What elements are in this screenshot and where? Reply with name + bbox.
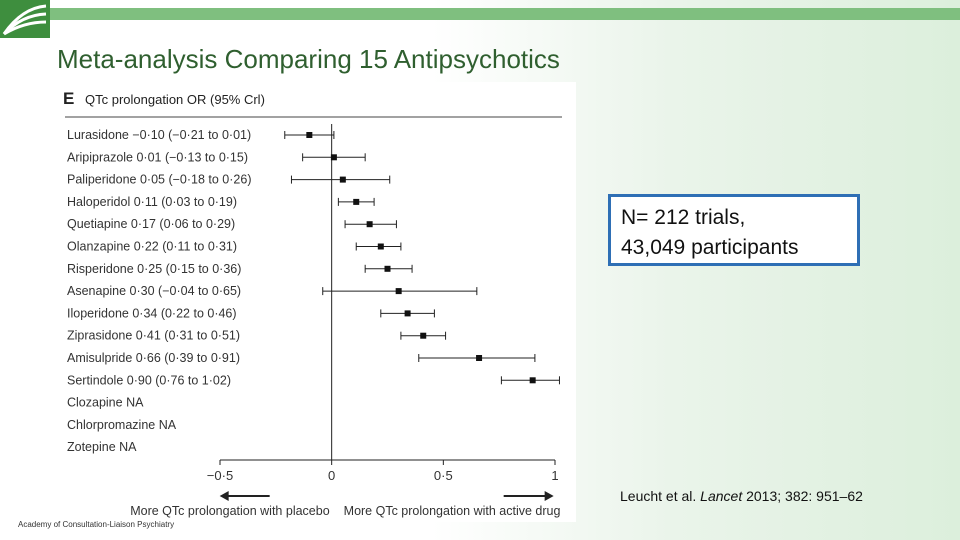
plot-header: QTc prolongation OR (95% Crl) bbox=[85, 92, 265, 107]
citation-details: 2013; 382: 951–62 bbox=[742, 488, 863, 504]
row-label: Sertindole 0·90 (0·76 to 1·02) bbox=[67, 373, 231, 387]
footer-organization: Academy of Consultation-Liaison Psychiat… bbox=[18, 520, 175, 529]
trials-count: N= 212 trials, bbox=[621, 206, 746, 229]
right-direction-label: More QTc prolongation with active drug bbox=[344, 504, 561, 518]
participants-count: 43,049 participants bbox=[621, 236, 799, 259]
left-direction-label: More QTc prolongation with placebo bbox=[130, 504, 329, 518]
organization-logo-icon bbox=[2, 4, 47, 36]
point-estimate bbox=[377, 243, 384, 250]
row-label: Chlorpromazine NA bbox=[67, 418, 177, 432]
row-label: Ziprasidone 0·41 (0·31 to 0·51) bbox=[67, 329, 240, 343]
header-accent-bar bbox=[50, 8, 960, 20]
row-label: Olanzapine 0·22 (0·11 to 0·31) bbox=[67, 240, 237, 254]
row-label: Quetiapine 0·17 (0·06 to 0·29) bbox=[67, 217, 235, 231]
row-label: Zotepine NA bbox=[67, 440, 137, 454]
citation: Leucht et al. Lancet 2013; 382: 951–62 bbox=[620, 488, 863, 504]
point-estimate bbox=[395, 288, 402, 295]
point-estimate bbox=[529, 377, 536, 384]
row-label: Clozapine NA bbox=[67, 396, 144, 410]
row-label: Paliperidone 0·05 (−0·18 to 0·26) bbox=[67, 173, 252, 187]
point-estimate bbox=[330, 154, 337, 161]
left-arrow-head bbox=[219, 491, 229, 501]
x-tick-label: 0·5 bbox=[434, 468, 453, 483]
point-estimate bbox=[384, 265, 391, 272]
x-tick-label: 0 bbox=[328, 468, 335, 483]
x-tick-label: 1 bbox=[551, 468, 558, 483]
row-label: Amisulpride 0·66 (0·39 to 0·91) bbox=[67, 351, 240, 365]
citation-authors: Leucht et al. bbox=[620, 488, 701, 504]
point-estimate bbox=[339, 176, 346, 183]
x-tick-label: −0·5 bbox=[207, 468, 233, 483]
row-label: Lurasidone −0·10 (−0·21 to 0·01) bbox=[67, 128, 251, 142]
panel-letter: E bbox=[63, 89, 74, 108]
row-label: Asenapine 0·30 (−0·04 to 0·65) bbox=[67, 284, 241, 298]
row-label: Risperidone 0·25 (0·15 to 0·36) bbox=[67, 262, 241, 276]
row-label: Haloperidol 0·11 (0·03 to 0·19) bbox=[67, 195, 237, 209]
point-estimate bbox=[404, 310, 411, 317]
forest-plot: E QTc prolongation OR (95% Crl) Lurasidone… bbox=[63, 89, 562, 518]
sample-size-box: N= 212 trials, 43,049 participants bbox=[608, 194, 860, 266]
forest-plot-panel: E QTc prolongation OR (95% Crl) Lurasidone… bbox=[57, 82, 576, 522]
point-estimate bbox=[366, 221, 373, 228]
point-estimate bbox=[420, 332, 427, 339]
point-estimate bbox=[306, 132, 313, 138]
point-estimate bbox=[476, 355, 483, 361]
row-label: Aripiprazole 0·01 (−0·13 to 0·15) bbox=[67, 150, 248, 164]
slide-title: Meta-analysis Comparing 15 Antipsychotic… bbox=[57, 44, 560, 74]
citation-journal: Lancet bbox=[700, 488, 743, 504]
row-label: Iloperidone 0·34 (0·22 to 0·46) bbox=[67, 306, 237, 320]
point-estimate bbox=[353, 198, 360, 205]
right-arrow-head bbox=[544, 491, 554, 501]
